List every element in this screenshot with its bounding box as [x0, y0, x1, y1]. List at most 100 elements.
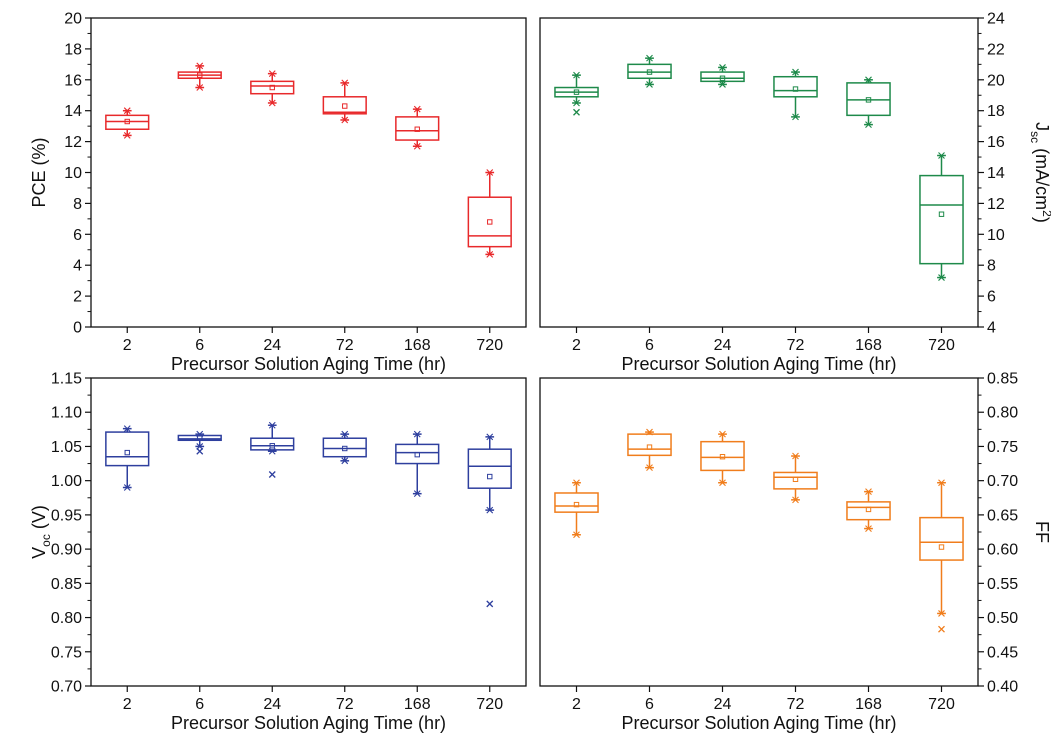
y-tick-label: 0.75: [51, 644, 82, 661]
extreme-marker: [123, 425, 131, 433]
iqr-box: [700, 440, 745, 472]
extreme-marker: [792, 496, 799, 504]
x-tick-label: 168: [855, 337, 882, 354]
mean-marker: [487, 219, 493, 225]
box-24: [700, 64, 745, 88]
mean-marker: [414, 451, 420, 458]
extreme-marker: [719, 81, 726, 88]
x-axis-title: Precursor Solution Aging Time (hr): [171, 713, 446, 733]
box-24: [250, 421, 295, 478]
extreme-marker: [719, 64, 726, 71]
iqr-box: [322, 437, 367, 458]
mean-marker: [719, 75, 726, 81]
extreme-marker: [719, 479, 726, 487]
x-tick-label: 72: [336, 337, 354, 354]
iqr-box: [105, 431, 150, 467]
iqr-box: [250, 437, 295, 451]
y-tick-label: 1.15: [51, 371, 82, 388]
iqr-box: [554, 492, 599, 513]
y-tick-label: 18: [987, 103, 1005, 120]
x-tick-label: 24: [263, 696, 281, 713]
y-tick-label: 18: [64, 41, 82, 58]
panel-voc: 0.70 0.75 0.80 0.85 0.90 0.95 1.00 1.05 1.10 1.15…: [29, 371, 527, 733]
extreme-marker: [573, 479, 580, 487]
extreme-marker: [573, 531, 580, 539]
x-tick-label: 24: [263, 337, 281, 354]
x-tick-label: 168: [404, 337, 431, 354]
x-axis-title: Precursor Solution Aging Time (hr): [621, 713, 896, 733]
box-2: [105, 107, 150, 139]
box-168: [846, 76, 891, 128]
extreme-marker: [123, 484, 131, 491]
box-72: [773, 452, 818, 504]
x-tick-label: 6: [645, 337, 654, 354]
x-tick-label: 2: [123, 696, 132, 713]
box-72: [322, 430, 367, 465]
extreme-marker: [268, 99, 276, 107]
iqr-box: [846, 82, 891, 117]
y-tick-label: 0.80: [51, 610, 82, 627]
y-tick-label: 0.95: [51, 507, 82, 524]
box-720: [919, 479, 964, 633]
y-tick-label: 12: [987, 196, 1005, 213]
extreme-marker: [486, 433, 494, 441]
box-6: [627, 54, 672, 88]
plot-frame: [539, 377, 979, 687]
y-tick-label: 20: [64, 11, 82, 28]
plot-frame: [90, 17, 527, 328]
box-168: [846, 488, 891, 532]
extreme-marker: [792, 452, 799, 460]
x-tick-label: 2: [572, 337, 581, 354]
extreme-marker: [792, 68, 799, 76]
mean-marker: [792, 86, 799, 92]
y-tick-label: 16: [64, 72, 82, 89]
panel-ff: 0.40 0.45 0.50 0.55 0.60 0.65 0.70 0.75 0.80 0.85…: [539, 371, 1051, 733]
y-tick-label: 10: [987, 227, 1005, 244]
mean-marker: [865, 97, 872, 103]
x-tick-label: 720: [928, 696, 955, 713]
outlier-marker: [486, 600, 494, 608]
mean-marker: [938, 544, 945, 550]
iqr-box: [627, 63, 672, 80]
extreme-marker: [865, 121, 872, 128]
extreme-marker: [196, 62, 204, 70]
y-tick-label: 22: [987, 41, 1005, 58]
extreme-marker: [646, 464, 653, 472]
extreme-marker: [413, 430, 421, 438]
extreme-marker: [865, 488, 872, 496]
extreme-marker: [573, 71, 580, 79]
y-tick-label: 8: [73, 196, 82, 213]
extreme-marker: [486, 506, 494, 514]
iqr-box: [250, 80, 295, 95]
extreme-marker: [341, 79, 349, 87]
iqr-box: [773, 75, 818, 98]
mean-marker: [792, 476, 799, 482]
mean-marker: [487, 473, 493, 480]
mean-marker: [414, 126, 420, 132]
extreme-marker: [573, 99, 580, 107]
y-tick-label: 14: [64, 103, 82, 120]
mean-marker: [646, 444, 653, 450]
x-tick-label: 6: [645, 696, 654, 713]
box-24: [250, 70, 295, 107]
mean-marker: [269, 443, 275, 449]
y-tick-label: 14: [987, 165, 1005, 182]
y-tick-label: 0.90: [51, 542, 82, 559]
y-axis-title: Jsc (mA/cm2): [1028, 122, 1051, 223]
box-24: [700, 430, 745, 487]
y-axis-title: PCE (%): [29, 137, 49, 207]
plot-frame: [90, 377, 527, 687]
extreme-marker: [341, 430, 349, 438]
y-tick-label: 12: [64, 134, 82, 151]
y-tick-label: 0.70: [987, 473, 1018, 490]
mean-marker: [197, 72, 203, 78]
x-tick-label: 168: [404, 696, 431, 713]
mean-marker: [124, 449, 130, 456]
x-tick-label: 720: [928, 337, 955, 354]
outlier-marker: [268, 471, 276, 478]
box-72: [773, 68, 818, 121]
extreme-marker: [938, 479, 945, 487]
